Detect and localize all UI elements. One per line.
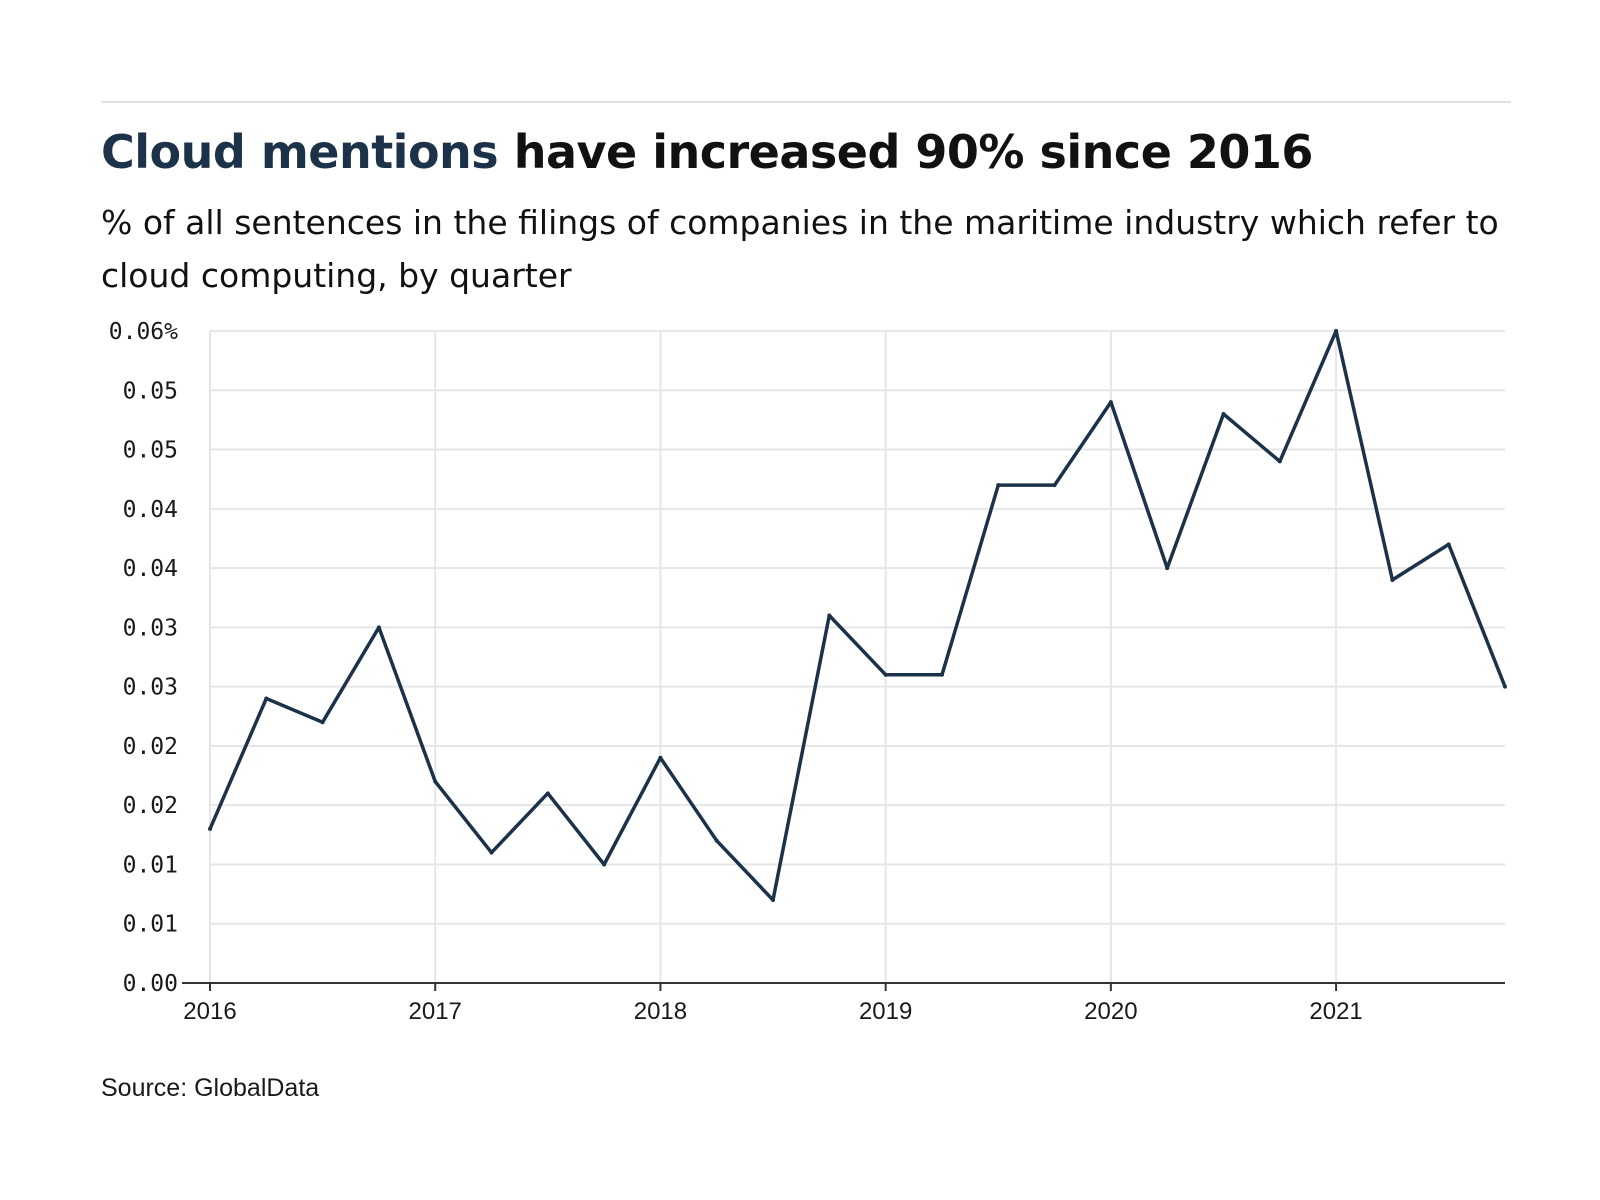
y-tick-label: 0.01 [123,912,178,938]
series-line [208,329,1507,902]
data-point [939,672,944,677]
y-tick-label: 0.03 [123,615,178,641]
data-point [376,625,381,630]
x-tick-label: 2021 [1309,998,1362,1025]
y-tick-label: 0.00 [123,971,178,997]
x-tick-label: 2018 [634,998,687,1025]
source-note: Source: GlobalData [101,1074,320,1102]
data-point [433,779,438,784]
data-point [1390,577,1395,582]
data-point [1165,566,1170,571]
y-tick-label: 0.04 [123,556,178,582]
grid-x [209,331,1338,983]
y-tick-label: 0.06% [109,319,178,345]
y-tick-label: 0.02 [123,734,178,760]
top-rule [101,101,1511,103]
series-points [208,329,1507,903]
chart-title: Cloud mentions have increased 90% since … [101,122,1313,182]
data-point [545,791,550,796]
data-point [771,898,776,903]
data-point [208,826,212,831]
data-point [1277,459,1282,464]
data-point [1446,542,1451,547]
data-point [1503,684,1507,689]
title-rest: have increased 90% since 2016 [498,125,1314,179]
data-point [714,838,719,843]
data-point [320,720,325,725]
data-point [264,696,269,701]
y-tick-label: 0.05 [123,438,178,464]
y-tick-label: 0.02 [123,793,178,819]
x-tick-label: 2016 [183,998,236,1025]
data-point [602,862,607,867]
grid-y [210,330,1505,925]
y-tick-label: 0.04 [123,497,178,523]
y-axis-labels: 0.00 0.01 0.01 0.02 0.02 0.03 0.03 0.04 0.04 0.05… [109,319,178,997]
y-tick-label: 0.03 [123,675,178,701]
x-tick-label: 2019 [859,998,912,1025]
data-point [658,755,663,760]
data-point [1052,483,1057,488]
data-point [1221,411,1226,416]
data-point [996,483,1001,488]
data-point [883,672,888,677]
data-point [1334,329,1339,333]
y-tick-label: 0.05 [123,378,178,404]
data-point [1108,400,1113,405]
y-tick-label: 0.01 [123,852,178,878]
x-tick-label: 2017 [409,998,462,1025]
data-point [489,850,494,855]
x-axis-ticks [209,983,1338,991]
data-point [827,613,832,618]
chart-subtitle: % of all sentences in the filings of com… [101,203,1499,295]
x-axis-labels: 2016 2017 2018 2019 2020 2021 [183,998,1362,1025]
title-highlight: Cloud mentions [101,125,499,179]
x-tick-label: 2020 [1084,998,1137,1025]
